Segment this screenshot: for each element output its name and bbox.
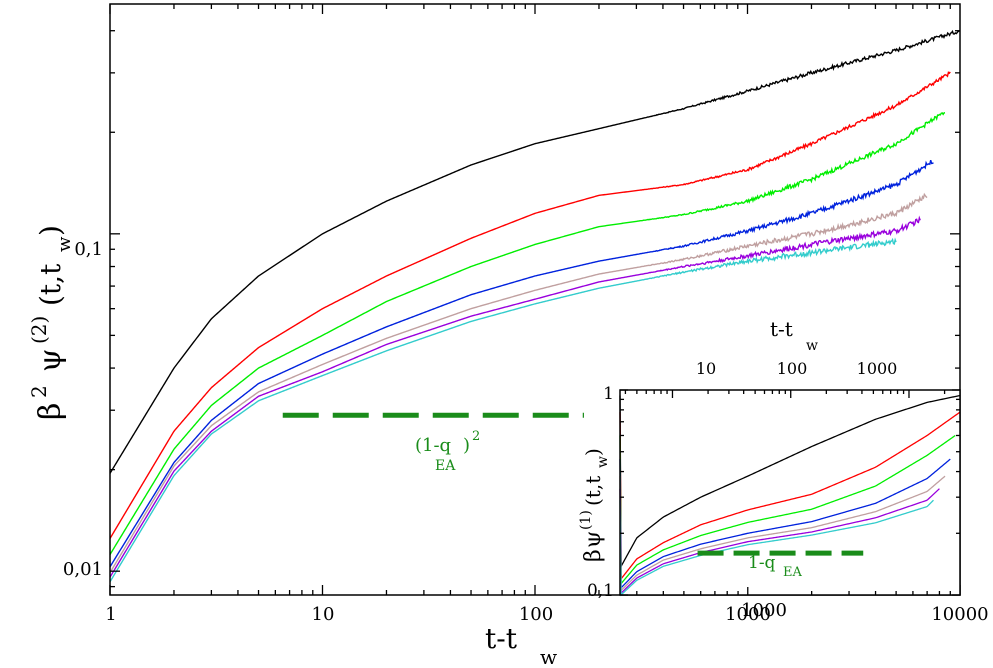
series-line-purple xyxy=(109,215,921,578)
inset-ref-label-base: 1-q xyxy=(748,553,776,573)
series-line-green xyxy=(109,112,946,555)
inset-axes-frame xyxy=(619,389,961,596)
series-line-blue xyxy=(109,159,934,568)
series-line-rosybrown xyxy=(619,475,946,592)
main-xlabel-base: t-t xyxy=(485,622,518,655)
inset-top-xlabel-base: t-t xyxy=(770,317,793,341)
main-ylabel-beta: β xyxy=(33,403,68,420)
inset-ylabel-beta: β xyxy=(581,549,606,562)
main-xlabel-sub: w xyxy=(540,645,557,668)
inset-reference-label: 1-q EA xyxy=(748,553,802,580)
series-line-blue xyxy=(619,458,951,590)
inset-top-xlabel: t-t w xyxy=(770,317,818,354)
main-xtick-label-1: 1 xyxy=(105,604,116,625)
series-line-cyan xyxy=(619,499,934,597)
main-ylabel-beta-sup: 2 xyxy=(27,385,51,398)
main-ref-label-sup: 2 xyxy=(472,429,480,444)
main-ytick-label-0.01: 0,01 xyxy=(63,559,103,580)
inset-top-tick-label-100: 100 xyxy=(777,359,808,378)
inset-ytick-label-0.1: 0,1 xyxy=(587,581,614,601)
inset-top-xlabel-sub: w xyxy=(806,338,818,354)
main-reference-label: (1-q EA ) 2 xyxy=(415,429,480,474)
main-ylabel-args: (t,t xyxy=(34,263,67,306)
inset-ylabel-args: (t,t xyxy=(581,476,605,506)
inset-ytick-label-1: 1 xyxy=(603,384,614,404)
inset-ylabel-close: ) xyxy=(581,448,605,456)
main-xtick-label-100: 100 xyxy=(519,604,553,625)
inset-top-tick-label-1000: 1000 xyxy=(857,359,898,378)
series-line-rosybrown xyxy=(109,192,928,574)
main-ylabel-psi: ψ xyxy=(33,348,68,372)
main-ylabel: β 2 ψ (2) (t,t w ) xyxy=(27,225,75,420)
main-xlabel: t-t w xyxy=(485,622,557,668)
inset-ticks xyxy=(620,389,960,596)
series-line-black xyxy=(619,394,961,569)
main-ref-label-close: ) xyxy=(463,435,470,456)
main-plot: 0,1 0,01 1 10 100 1000 10000 t-t w β 2 ψ… xyxy=(27,3,989,668)
series-line-purple xyxy=(619,488,940,595)
main-ylabel-psi-sup: (2) xyxy=(27,316,51,344)
series-line-red xyxy=(619,411,961,581)
main-ylabel-close: ) xyxy=(34,225,67,236)
inset-plot: 1000 1 0,1 10 100 1000 t-t w β ψ (1) (t,… xyxy=(578,317,961,621)
inset-ylabel: β ψ (1) (t,t w ) xyxy=(578,448,611,562)
inset-top-tick-label-10: 10 xyxy=(696,359,716,378)
main-xtick-label-10: 10 xyxy=(312,604,335,625)
inset-background xyxy=(620,390,960,595)
inset-series xyxy=(619,394,961,597)
series-line-red xyxy=(109,71,951,539)
main-ref-label-sub: EA xyxy=(435,458,456,474)
main-ylabel-args-sub: w xyxy=(54,236,75,252)
series-line-black xyxy=(109,29,961,474)
main-xtick-label-1000: 1000 xyxy=(725,604,771,625)
main-xtick-label-10000: 10000 xyxy=(931,604,988,625)
series-line-cyan xyxy=(109,237,897,583)
main-series xyxy=(109,29,961,583)
inset-ylabel-psi: ψ xyxy=(581,531,606,548)
series-line-green xyxy=(619,434,956,586)
main-ytick-label-0.1: 0,1 xyxy=(74,239,103,260)
inset-ylabel-args-sub: w xyxy=(595,456,611,468)
main-ref-label-base: (1-q xyxy=(415,435,451,456)
inset-ref-label-sub: EA xyxy=(783,565,802,580)
inset-ylabel-psi-sup: (1) xyxy=(578,510,594,530)
inset-xtick-label-1000: 1000 xyxy=(741,600,787,621)
